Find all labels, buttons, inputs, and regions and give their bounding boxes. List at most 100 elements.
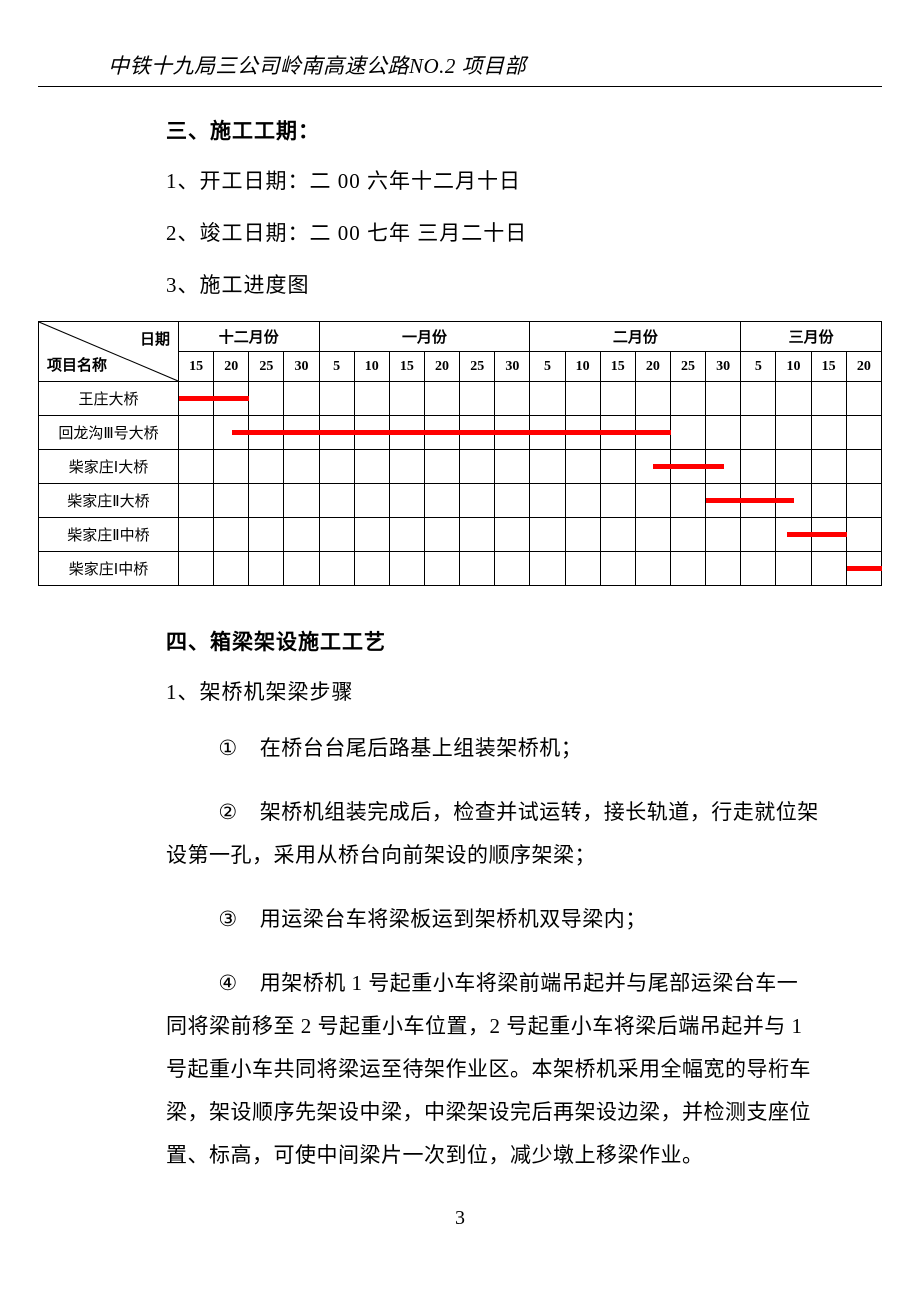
- gantt-cell: [214, 518, 249, 552]
- gantt-cell: [811, 552, 846, 586]
- step-2-text-a: 架桥机组装完成后，检查并试运转，接长轨道，行走就位架: [260, 800, 819, 824]
- page: 中铁十九局三公司岭南高速公路NO.2 项目部 三、施工工期： 1、开工日期：二 …: [0, 0, 920, 1270]
- gantt-day-header: 25: [670, 352, 705, 382]
- gantt-cell: [600, 382, 635, 416]
- gantt-cell: [249, 416, 284, 450]
- gantt-cell: [565, 382, 600, 416]
- gantt-month-header: 二月份: [530, 322, 741, 352]
- step-2-a: ② 架桥机组装完成后，检查并试运转，接长轨道，行走就位架: [202, 791, 822, 834]
- gantt-cell: [319, 518, 354, 552]
- gantt-cell: [284, 416, 319, 450]
- gantt-cell: [600, 518, 635, 552]
- gantt-cell: [670, 518, 705, 552]
- gantt-cell: [635, 518, 670, 552]
- gantt-month-header: 十二月份: [179, 322, 320, 352]
- gantt-cell: [284, 450, 319, 484]
- gantt-cell: [635, 382, 670, 416]
- gantt-cell: [354, 518, 389, 552]
- gantt-cell: [811, 382, 846, 416]
- gantt-cell: [495, 382, 530, 416]
- gantt-cell: [565, 484, 600, 518]
- gantt-cell: [706, 382, 741, 416]
- section-3-line-3: 3、施工进度图: [166, 269, 882, 299]
- gantt-cell: [741, 450, 776, 484]
- gantt-cell: [635, 484, 670, 518]
- gantt-cell: [495, 552, 530, 586]
- step-4-text-a: 用架桥机 1 号起重小车将梁前端吊起并与尾部运梁台车一: [260, 971, 799, 995]
- gantt-cell: [776, 552, 811, 586]
- step-4-a: ④ 用架桥机 1 号起重小车将梁前端吊起并与尾部运梁台车一: [202, 962, 822, 1005]
- step-3-text: 用运梁台车将梁板运到架桥机双导梁内；: [260, 907, 647, 931]
- gantt-cell: [565, 450, 600, 484]
- step-1: ① 在桥台台尾后路基上组装架桥机；: [202, 727, 822, 770]
- gantt-cell: [495, 416, 530, 450]
- gantt-cell: [565, 518, 600, 552]
- gantt-cell: [776, 484, 811, 518]
- gantt-cell: [741, 484, 776, 518]
- step-2-b: 设第一孔，采用从桥台向前架设的顺序架梁；: [166, 834, 822, 877]
- gantt-row-label: 柴家庄Ⅰ大桥: [39, 450, 179, 484]
- gantt-cell: [389, 484, 424, 518]
- gantt-cell: [846, 552, 881, 586]
- gantt-cell: [389, 382, 424, 416]
- gantt-cell: [214, 552, 249, 586]
- gantt-cell: [846, 450, 881, 484]
- gantt-cell: [424, 518, 459, 552]
- gantt-cell: [460, 416, 495, 450]
- gantt-day-header: 30: [495, 352, 530, 382]
- gantt-cell: [179, 382, 214, 416]
- gantt-row-label: 柴家庄Ⅱ大桥: [39, 484, 179, 518]
- gantt-cell: [846, 518, 881, 552]
- gantt-day-header: 5: [741, 352, 776, 382]
- gantt-cell: [249, 382, 284, 416]
- step-3-num: ③: [202, 898, 254, 941]
- gantt-day-header: 15: [179, 352, 214, 382]
- gantt-cell: [811, 484, 846, 518]
- gantt-cell: [530, 484, 565, 518]
- gantt-cell: [635, 552, 670, 586]
- gantt-day-header: 25: [460, 352, 495, 382]
- step-4-num: ④: [202, 962, 254, 1005]
- gantt-corner-bot: 项目名称: [47, 354, 107, 375]
- gantt-cell: [354, 416, 389, 450]
- gantt-cell: [495, 518, 530, 552]
- gantt-cell: [354, 450, 389, 484]
- gantt-cell: [706, 484, 741, 518]
- gantt-cell: [179, 552, 214, 586]
- steps-block: ① 在桥台台尾后路基上组装架桥机； ② 架桥机组装完成后，检查并试运转，接长轨道…: [166, 727, 822, 1177]
- gantt-day-header: 30: [284, 352, 319, 382]
- gantt-day-header: 20: [214, 352, 249, 382]
- gantt-cell: [249, 552, 284, 586]
- gantt-cell: [214, 450, 249, 484]
- gantt-day-header: 30: [706, 352, 741, 382]
- gantt-cell: [670, 484, 705, 518]
- gantt-cell: [776, 518, 811, 552]
- gantt-cell: [424, 450, 459, 484]
- gantt-day-header: 10: [565, 352, 600, 382]
- gantt-cell: [179, 450, 214, 484]
- gantt-cell: [424, 416, 459, 450]
- gantt-cell: [354, 382, 389, 416]
- step-4-c: 号起重小车共同将梁运至待架作业区。本架桥机采用全幅宽的导桁车: [166, 1048, 822, 1091]
- gantt-cell: [776, 416, 811, 450]
- gantt-cell: [495, 484, 530, 518]
- gantt-cell: [214, 382, 249, 416]
- gantt-cell: [565, 416, 600, 450]
- gantt-cell: [670, 382, 705, 416]
- step-4-b: 同将梁前移至 2 号起重小车位置，2 号起重小车将梁后端吊起并与 1: [166, 1005, 822, 1048]
- step-4-e: 置、标高，可使中间梁片一次到位，减少墩上移梁作业。: [166, 1134, 822, 1177]
- gantt-month-header: 一月份: [319, 322, 530, 352]
- gantt-cell: [424, 382, 459, 416]
- gantt-day-header: 15: [600, 352, 635, 382]
- gantt-cell: [530, 518, 565, 552]
- gantt-chart: 日期项目名称十二月份一月份二月份三月份152025305101520253051…: [38, 321, 882, 586]
- gantt-row-label: 回龙沟Ⅲ号大桥: [39, 416, 179, 450]
- gantt-cell: [846, 382, 881, 416]
- gantt-cell: [635, 450, 670, 484]
- gantt-row-label: 柴家庄Ⅰ中桥: [39, 552, 179, 586]
- gantt-cell: [179, 484, 214, 518]
- gantt-cell: [706, 416, 741, 450]
- gantt-bar: [847, 566, 882, 571]
- gantt-row-label: 柴家庄Ⅱ中桥: [39, 518, 179, 552]
- step-2-num: ②: [202, 791, 254, 834]
